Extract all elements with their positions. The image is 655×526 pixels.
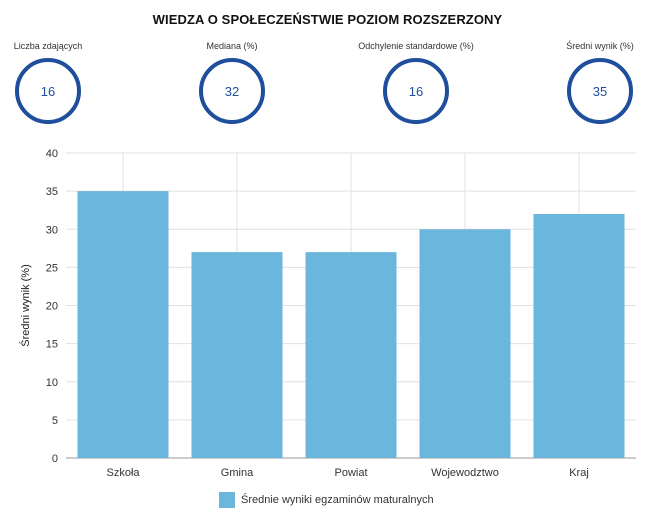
stat-count-circle: 16	[15, 58, 81, 124]
x-tick-label: Gmina	[221, 467, 254, 479]
x-tick-label: Kraj	[569, 467, 589, 479]
stat-stddev-circle: 16	[383, 58, 449, 124]
legend-label: Średnie wyniki egzaminów maturalnych	[241, 494, 434, 506]
x-tick-label: Szkoła	[106, 467, 140, 479]
y-tick-label: 20	[46, 301, 58, 313]
y-tick-label: 30	[46, 224, 58, 236]
y-tick-label: 0	[52, 453, 58, 465]
bar	[77, 191, 169, 458]
stat-median-label: Mediana (%)	[206, 41, 258, 51]
y-tick-label: 25	[46, 262, 58, 274]
stat-count: Liczba zdających 16	[0, 40, 108, 124]
stat-median: Mediana (%) 32	[172, 40, 292, 124]
bar	[305, 252, 397, 458]
x-tick-label: Wojewodztwo	[431, 467, 499, 479]
y-tick-label: 5	[52, 415, 58, 427]
stat-stddev-label: Odchylenie standardowe (%)	[358, 41, 474, 51]
legend: Średnie wyniki egzaminów maturalnych	[219, 492, 434, 508]
stat-stddev: Odchylenie standardowe (%) 16	[356, 40, 476, 124]
y-tick-label: 15	[46, 339, 58, 351]
stat-mean-label: Średni wynik (%)	[566, 41, 634, 51]
stat-mean: Średni wynik (%) 35	[540, 40, 655, 124]
y-axis-label: Średni wynik (%)	[19, 264, 32, 347]
bar	[419, 229, 511, 458]
stat-median-circle: 32	[199, 58, 265, 124]
bar	[533, 214, 625, 458]
y-tick-label: 10	[46, 377, 58, 389]
y-tick-label: 35	[46, 186, 58, 198]
page-title: WIEDZA O SPOŁECZEŃSTWIE POZIOM ROZSZERZO…	[152, 12, 503, 27]
y-tick-label: 40	[46, 148, 58, 160]
stat-mean-circle: 35	[567, 58, 633, 124]
x-tick-label: Powiat	[334, 467, 367, 479]
bar	[191, 252, 283, 458]
legend-swatch	[219, 492, 235, 508]
stat-count-label: Liczba zdających	[13, 41, 83, 51]
